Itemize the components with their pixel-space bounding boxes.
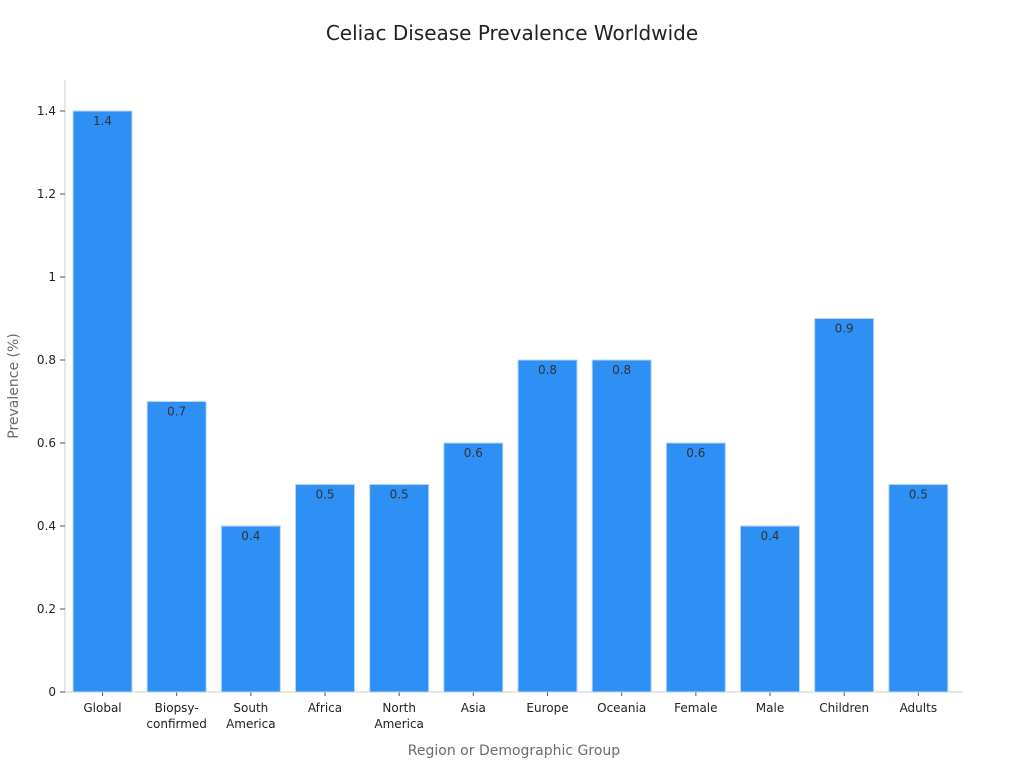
x-tick-label: Female (674, 701, 717, 715)
bar (888, 484, 949, 693)
x-tick-label-line: Europe (526, 701, 568, 715)
y-tick-label: 0.4 (37, 519, 56, 533)
bar (443, 442, 504, 693)
data-label: 1.4 (93, 114, 112, 128)
x-tick-label: North America (374, 701, 424, 731)
bar (591, 359, 652, 693)
x-tick-label-line: America (226, 717, 276, 731)
bar (517, 359, 578, 693)
data-label: 0.6 (464, 446, 483, 460)
y-tick-label: 0.2 (37, 602, 56, 616)
x-tick-label-line: Male (756, 701, 784, 715)
y-tick-label: 1.2 (37, 187, 56, 201)
data-label: 0.7 (167, 405, 186, 419)
x-tick-label-line: Adults (900, 701, 938, 715)
bar (295, 484, 355, 693)
x-tick-label: South America (226, 701, 276, 731)
y-axis-label: Prevalence (%) (6, 333, 22, 439)
data-label: 0.5 (909, 488, 928, 502)
data-label: 0.9 (835, 322, 854, 336)
data-label: 0.5 (390, 488, 409, 502)
x-tick-label: Asia (461, 701, 486, 715)
x-axis-label: Region or Demographic Group (408, 743, 620, 759)
x-tick-label-line: Global (83, 701, 121, 715)
y-tick-label: 1.4 (37, 104, 56, 118)
data-label: 0.6 (686, 446, 705, 460)
y-tick-label: 1 (48, 270, 56, 284)
bar (814, 318, 875, 693)
x-tick-label-line: confirmed (146, 717, 207, 731)
y-tick-label: 0.8 (37, 353, 56, 367)
x-tick-label: Europe (526, 701, 568, 715)
x-tick-label: Global (83, 701, 121, 715)
x-tick-label-line: Biopsy- (155, 701, 199, 715)
x-tick-label-line: Children (819, 701, 869, 715)
labels: 1.4 Global 0.7 Biopsy-confirmed 0.4 South Amer… (83, 114, 937, 731)
bar (740, 525, 800, 693)
bar (146, 401, 207, 693)
x-tick-label-line: America (374, 717, 424, 731)
data-label: 0.4 (760, 529, 779, 543)
axes: 0 0.2 0.4 0.6 0.8 1 1.2 1.4 (37, 80, 963, 699)
x-tick-label: Male (756, 701, 784, 715)
x-tick-label: Oceania (597, 701, 646, 715)
chart-title: Celiac Disease Prevalence Worldwide (326, 21, 698, 45)
y-tick-label: 0.6 (37, 436, 56, 450)
x-tick-label-line: Oceania (597, 701, 646, 715)
data-label: 0.8 (538, 363, 557, 377)
x-tick-label: Africa (308, 701, 342, 715)
x-tick-label-line: Asia (461, 701, 486, 715)
bar (369, 484, 430, 693)
x-tick-label: Biopsy-confirmed (146, 701, 207, 731)
x-tick-label-line: Female (674, 701, 717, 715)
data-label: 0.8 (612, 363, 631, 377)
x-tick-label-line: Africa (308, 701, 342, 715)
x-tick-label: Children (819, 701, 869, 715)
bar (72, 110, 133, 693)
x-tick-label-line: South (233, 701, 268, 715)
data-label: 0.5 (315, 488, 334, 502)
x-tick-label: Adults (900, 701, 938, 715)
y-tick-label: 0 (48, 685, 56, 699)
x-tick-label-line: North (382, 701, 416, 715)
bar (220, 525, 281, 693)
data-label: 0.4 (241, 529, 260, 543)
bar (665, 442, 726, 693)
bars (72, 110, 949, 693)
